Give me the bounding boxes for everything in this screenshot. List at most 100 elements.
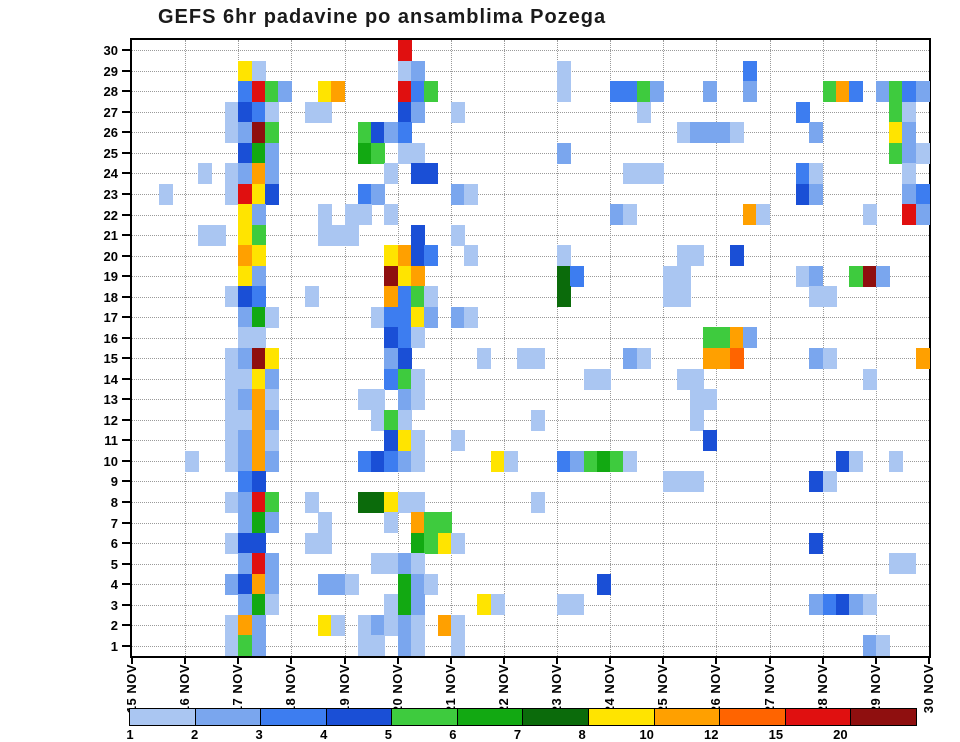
heatmap-cell <box>224 183 239 205</box>
heatmap-cell <box>650 81 665 103</box>
heatmap-cell <box>424 532 439 554</box>
heatmap-cell <box>304 286 319 308</box>
vertical-gridline <box>291 40 293 656</box>
colorbar-segment <box>719 708 786 726</box>
heatmap-cell <box>849 450 864 472</box>
heatmap-cell <box>238 450 253 472</box>
heatmap-cell <box>889 122 904 144</box>
heatmap-cell <box>902 142 917 164</box>
heatmap-cell <box>703 389 718 411</box>
colorbar-tick-label: 6 <box>449 727 457 742</box>
y-axis-tick <box>122 398 130 401</box>
horizontal-gridline <box>132 91 929 93</box>
x-axis-label: 28 NOV <box>815 664 830 713</box>
heatmap-cell <box>676 265 691 287</box>
heatmap-cell <box>238 81 253 103</box>
x-axis-label-text: 20 NOV <box>389 664 405 714</box>
heatmap-cell <box>264 348 279 369</box>
heatmap-cell <box>317 81 332 103</box>
heatmap-cell <box>224 286 239 308</box>
y-axis-label: 12 <box>103 412 118 428</box>
y-axis-label: 1 <box>110 638 118 654</box>
heatmap-cell <box>610 81 625 103</box>
heatmap-cell <box>822 348 837 369</box>
y-axis-tick <box>122 275 130 278</box>
heatmap-cell <box>238 389 253 411</box>
heatmap-cell <box>610 450 625 472</box>
heatmap-cell <box>397 409 412 431</box>
heatmap-cell <box>464 306 479 328</box>
x-axis-label: 21 NOV <box>443 664 458 713</box>
heatmap-cell <box>596 368 611 390</box>
heatmap-cell <box>729 348 744 369</box>
heatmap-cell <box>716 122 731 144</box>
heatmap-cell <box>743 204 758 226</box>
x-axis-label-text: 19 NOV <box>336 664 352 714</box>
heatmap-cell <box>264 430 279 452</box>
heatmap-cell <box>397 265 412 287</box>
heatmap-cell <box>238 471 253 493</box>
heatmap-cell <box>397 491 412 513</box>
y-axis-label: 11 <box>104 433 118 449</box>
heatmap-cell <box>304 532 319 554</box>
y-axis-label: 8 <box>110 495 118 510</box>
x-axis-label-text: 30 NOV <box>921 664 936 714</box>
heatmap-cell <box>557 142 572 164</box>
heatmap-cell <box>384 594 399 616</box>
vertical-gridline <box>610 40 612 656</box>
y-axis-tick <box>122 624 130 627</box>
heatmap-cell <box>410 368 425 390</box>
heatmap-cell <box>424 163 439 185</box>
heatmap-cell <box>424 512 439 534</box>
colorbar-segment <box>325 708 393 726</box>
heatmap-cell <box>889 101 904 123</box>
heatmap-cell <box>410 60 425 82</box>
heatmap-cell <box>862 594 877 616</box>
heatmap-cell <box>238 594 253 616</box>
heatmap-cell <box>357 635 372 657</box>
heatmap-cell <box>809 265 824 287</box>
x-axis-label-text: 15 NOV <box>124 664 139 714</box>
heatmap-cell <box>809 594 824 616</box>
heatmap-cell <box>410 142 425 164</box>
heatmap-cell <box>251 306 266 328</box>
heatmap-cell <box>689 409 704 431</box>
heatmap-cell <box>317 532 332 554</box>
heatmap-cell <box>397 327 412 349</box>
heatmap-cell <box>410 101 425 123</box>
heatmap-cell <box>676 122 691 144</box>
colorbar <box>129 708 917 726</box>
colorbar-tick-label: 15 <box>768 727 784 742</box>
heatmap-cell <box>437 512 452 534</box>
heatmap-cell <box>384 306 399 328</box>
horizontal-gridline <box>132 604 929 606</box>
heatmap-cell <box>304 491 319 513</box>
heatmap-cell <box>384 512 399 534</box>
heatmap-cell <box>756 204 771 226</box>
heatmap-cell <box>251 573 266 595</box>
heatmap-cell <box>809 532 824 554</box>
heatmap-cell <box>410 81 425 103</box>
heatmap-cell <box>251 183 266 205</box>
heatmap-cell <box>663 265 678 287</box>
heatmap-cell <box>238 163 253 185</box>
heatmap-cell <box>809 348 824 369</box>
heatmap-cell <box>264 450 279 472</box>
colorbar-segment <box>522 708 590 726</box>
heatmap-cell <box>238 348 253 369</box>
y-axis-tick <box>122 377 130 380</box>
heatmap-cell <box>729 122 744 144</box>
heatmap-cell <box>623 204 638 226</box>
y-axis-tick <box>122 562 130 565</box>
y-axis-label: 18 <box>103 289 118 305</box>
heatmap-cell <box>397 122 412 144</box>
heatmap-cell <box>397 594 412 616</box>
horizontal-gridline <box>132 440 929 442</box>
heatmap-cell <box>915 204 930 226</box>
heatmap-cell <box>889 553 904 575</box>
x-axis-tick <box>662 656 665 664</box>
heatmap-cell <box>623 81 638 103</box>
heatmap-cell <box>224 430 239 452</box>
y-axis-label: 29 <box>103 63 118 79</box>
heatmap-cell <box>410 224 425 246</box>
